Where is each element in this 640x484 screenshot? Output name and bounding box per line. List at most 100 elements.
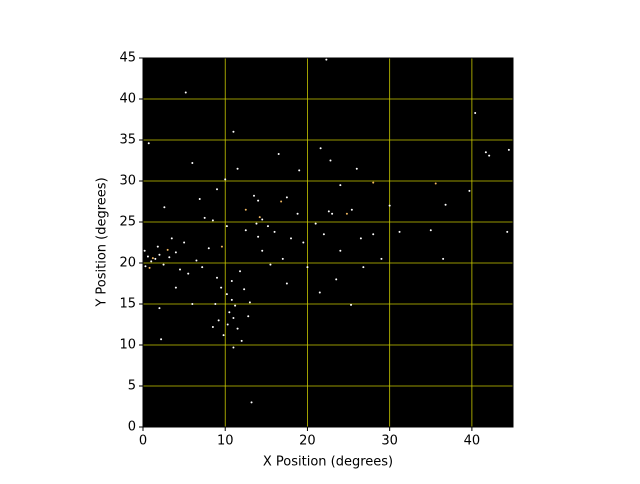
star-point [280,200,283,203]
star-point [184,91,187,94]
star-point [442,257,445,260]
star-point [350,208,353,211]
star-point [244,208,247,211]
star-point [243,288,246,291]
y-tick-label: 25 [119,215,136,230]
star-point [170,237,173,240]
star-point [225,225,228,228]
x-tick-label: 10 [217,434,234,449]
x-axis-label: X Position (degrees) [263,455,393,470]
star-point [195,259,198,262]
star-point [319,147,322,150]
star-point [372,181,375,184]
star-point [255,222,258,225]
star-point [232,316,235,319]
star-point [362,266,365,269]
star-point [331,212,334,215]
star-point [158,307,161,310]
star-point [298,169,301,172]
star-point [388,204,391,207]
star-point [484,151,487,154]
star-point [211,219,214,222]
star-point [234,304,237,307]
star-point [222,334,225,337]
y-tick-label: 20 [119,256,136,271]
star-point [158,253,161,256]
star-point [160,338,163,341]
star-point [306,266,309,269]
y-tick-label: 15 [119,297,136,312]
star-point [203,216,206,219]
star-point [236,327,239,330]
star-point [162,263,165,266]
plot-background [143,58,513,427]
star-point [296,212,299,215]
star-point [174,251,177,254]
y-tick-label: 0 [128,420,136,435]
y-tick-label: 35 [119,133,136,148]
star-point [261,218,264,221]
plot-frame [142,57,514,428]
x-tick-label: 30 [381,434,398,449]
star-point [248,301,251,304]
star-point [266,225,269,228]
star-point [225,293,228,296]
y-tick-label: 10 [119,338,136,353]
x-tick-label: 0 [139,434,147,449]
star-point [207,247,210,250]
star-point [257,235,260,238]
star-point [166,248,169,251]
star-point [143,249,146,252]
star-point [146,255,149,258]
star-point [253,194,255,197]
star-point [226,323,229,326]
star-point [147,142,150,145]
x-tick-label: 40 [464,434,481,449]
star-point [247,315,250,318]
star-point [220,245,223,248]
star-point [325,58,328,61]
star-point [239,270,242,273]
star-point [244,229,247,232]
star-point [191,303,194,305]
star-point [257,199,260,202]
star-point [240,339,243,342]
star-point [372,233,375,236]
star-point [154,257,157,260]
star-point [327,210,330,213]
star-point [302,241,305,244]
star-point [281,257,284,260]
star-point [211,325,214,328]
star-point [220,286,223,289]
star-point [232,130,235,133]
star-point [224,178,227,181]
star-point [285,196,288,199]
star-point [506,230,509,233]
star-point [156,245,159,248]
star-point [474,111,477,114]
star-point [228,311,231,314]
star-point [198,198,201,201]
star-point [290,237,292,240]
star-point [191,161,194,164]
star-point [273,230,276,233]
star-point [380,257,383,260]
star-point [230,298,233,301]
star-point [201,266,204,269]
x-tick-label: 20 [299,434,316,449]
star-point [488,154,491,157]
star-point [329,159,332,162]
y-tick-label: 30 [119,174,136,189]
y-tick-label: 40 [119,92,136,107]
star-point [179,268,181,271]
star-point [232,346,235,349]
star-point [269,263,272,266]
y-tick-label: 5 [128,379,136,394]
star-point [187,272,190,275]
star-point [345,212,348,215]
star-point [183,241,186,244]
star-point [507,148,510,151]
star-point [339,249,342,252]
star-point [174,286,177,289]
